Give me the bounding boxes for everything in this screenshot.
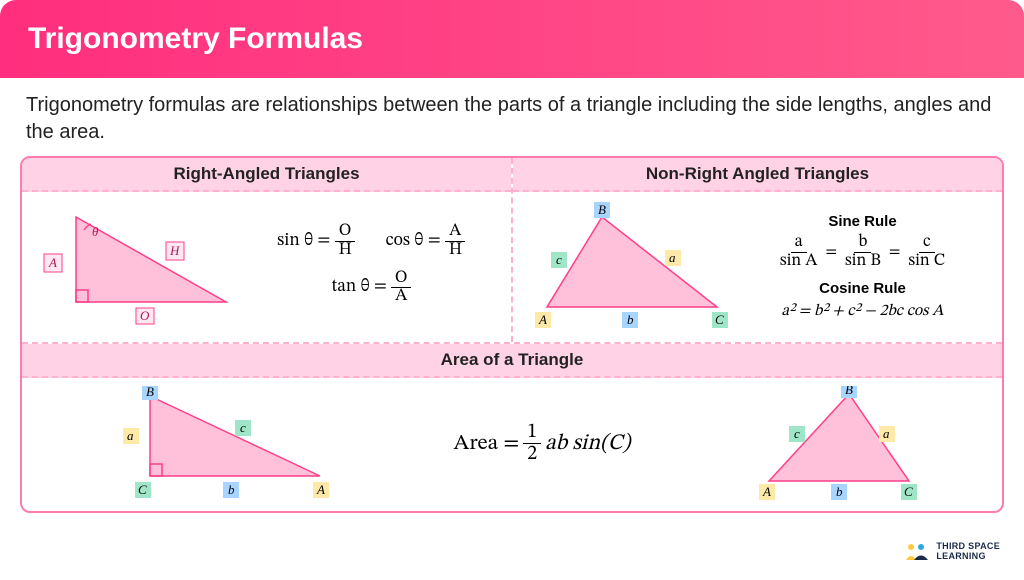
svg-text:C: C [715,312,724,327]
logo-line2: LEARNING [936,552,1000,562]
svg-text:B: B [146,386,154,399]
page-title: Trigonometry Formulas [28,22,363,55]
svg-text:C: C [138,482,147,497]
svg-text:A: A [316,482,325,497]
svg-text:c: c [556,252,562,267]
svg-text:a: a [883,426,890,441]
label-O: O [140,308,150,323]
sine-cosine-rules: Sine Rule asin A = bsin B = csin C Cosin… [737,213,988,322]
svg-text:b: b [836,484,843,499]
sin-formula: sin θ = OH [277,223,356,260]
area-content: B a c C b A Area = 12 ab sin(C) [22,378,1002,511]
svg-text:B: B [598,202,606,217]
header-bar: Trigonometry Formulas [0,0,1024,78]
svg-text:b: b [627,312,634,327]
non-right-cell: Non-Right Angled Triangles B c a [513,158,1002,342]
label-A: A [48,255,57,270]
cos-formula: cos θ = AH [386,223,466,260]
non-right-triangle-diagram: B c a A b [527,202,737,332]
right-angled-title: Right-Angled Triangles [22,158,511,192]
non-right-content: B c a A b [513,192,1002,342]
area-formula: Area = 12 ab sin(C) [454,422,631,465]
svg-text:C: C [904,484,913,499]
svg-text:A: A [538,312,547,327]
area-title: Area of a Triangle [22,344,1002,378]
sohcahtoa-formulas: sin θ = OH cos θ = AH tan θ = OA [246,223,497,306]
area-triangle-left: B a c C b A [95,386,335,501]
theta-label: θ [92,224,99,239]
card: Trigonometry Formulas Trigonometry formu… [0,0,1024,580]
cosine-rule-formula: a² = b² + c² − 2bc cos A [781,301,943,321]
svg-text:B: B [845,386,853,397]
svg-text:c: c [240,420,246,435]
svg-text:b: b [228,482,235,497]
row-top: Right-Angled Triangles θ A O [22,158,1002,344]
tan-formula: tan θ = OA [332,270,412,307]
brand-logo: THIRD SPACE LEARNING [904,542,1000,562]
area-triangle-right: B c a A b C [749,386,929,501]
formula-panel: Right-Angled Triangles θ A O [20,156,1004,513]
sine-rule-formula: asin A = bsin B = csin C [776,234,949,271]
area-cell: Area of a Triangle B a c C b A [22,344,1002,511]
non-right-title: Non-Right Angled Triangles [513,158,1002,192]
svg-text:a: a [127,428,134,443]
sine-rule-title: Sine Rule [828,213,896,230]
label-H: H [169,243,180,258]
logo-icon [904,542,930,562]
right-angled-content: θ A O H sin θ = [22,192,511,337]
intro-text: Trigonometry formulas are relationships … [0,78,1024,156]
svg-text:A: A [762,484,771,499]
right-triangle-diagram: θ A O H [36,202,246,327]
svg-text:c: c [794,426,800,441]
cosine-rule-title: Cosine Rule [819,280,906,297]
right-angled-cell: Right-Angled Triangles θ A O [22,158,513,342]
svg-text:a: a [669,250,676,265]
